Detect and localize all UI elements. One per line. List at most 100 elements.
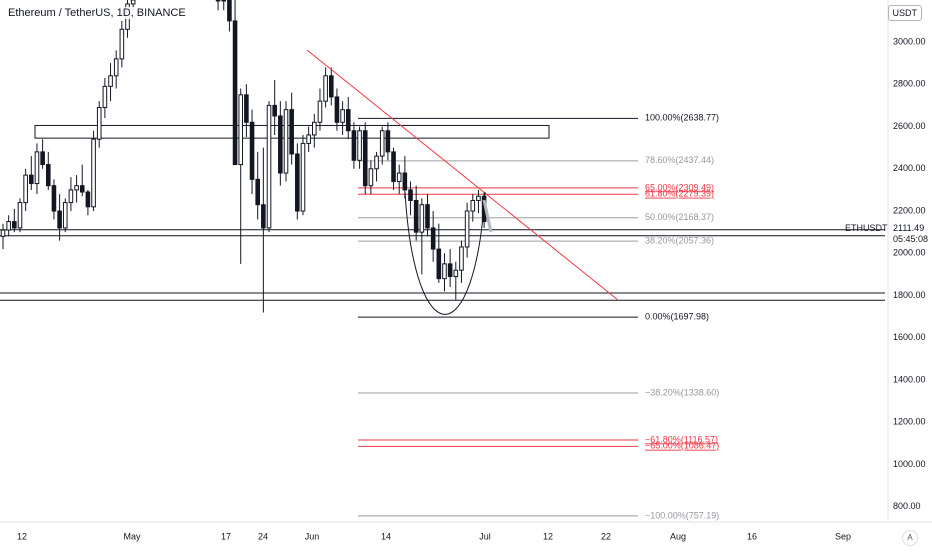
fib-level-label: 50.00%(2168.37) (645, 212, 714, 222)
candle[interactable] (312, 121, 317, 136)
candle[interactable] (385, 130, 391, 153)
candle[interactable] (413, 199, 419, 233)
candle[interactable] (113, 58, 119, 77)
candle[interactable] (306, 134, 311, 144)
fib-level-label: −100.00%(757.19) (645, 510, 719, 520)
candle[interactable] (295, 153, 300, 212)
candle[interactable] (447, 263, 453, 278)
candle[interactable] (130, 0, 136, 5)
candle[interactable] (221, 0, 227, 2)
candle[interactable] (362, 130, 368, 187)
candle[interactable] (96, 107, 102, 140)
candle[interactable] (272, 104, 277, 117)
candle[interactable] (23, 174, 28, 204)
candle[interactable] (215, 0, 221, 2)
candle[interactable] (261, 204, 266, 229)
candle[interactable] (368, 168, 374, 187)
candle[interactable] (323, 75, 328, 102)
candle[interactable] (278, 115, 283, 174)
price-tick-label: 2600.00 (893, 121, 926, 131)
candle[interactable] (408, 189, 413, 201)
candle[interactable] (425, 204, 430, 229)
candle[interactable] (436, 248, 442, 280)
candle[interactable] (45, 164, 51, 187)
price-tick-label: 1000.00 (893, 459, 926, 469)
candle[interactable] (334, 96, 340, 123)
rounded-bottom-pattern[interactable] (404, 191, 486, 315)
symbol-title[interactable]: Ethereum / TetherUS, 1D, BINANCE (6, 7, 188, 19)
candle[interactable] (34, 151, 40, 185)
candle[interactable] (396, 172, 402, 182)
candle[interactable] (108, 75, 113, 87)
fib-level-label: −38.20%(1338.60) (645, 387, 719, 397)
candle[interactable] (249, 121, 255, 180)
bar-countdown: 05:45:08 (893, 234, 928, 244)
candle[interactable] (68, 189, 74, 204)
time-tick-label: May (123, 531, 141, 541)
trendline[interactable] (306, 49, 619, 301)
candle[interactable] (6, 221, 11, 231)
candle[interactable] (266, 104, 272, 229)
fib-level-label: −61.80%(1116.57) (645, 434, 718, 444)
candle[interactable] (232, 20, 238, 166)
candle[interactable] (238, 94, 244, 166)
candle[interactable] (379, 130, 385, 157)
candle[interactable] (391, 151, 396, 182)
candle[interactable] (289, 109, 294, 155)
candle[interactable] (57, 210, 62, 229)
candle[interactable] (102, 85, 108, 109)
candle[interactable] (12, 221, 17, 229)
price-tick-label: 3000.00 (893, 36, 926, 46)
candle[interactable] (453, 269, 459, 278)
candle[interactable] (283, 109, 289, 174)
time-tick-label: 12 (543, 531, 553, 541)
candle[interactable] (419, 204, 425, 233)
candle[interactable] (402, 172, 408, 191)
currency-selector[interactable]: USDT (887, 5, 922, 21)
time-tick-label: Jul (479, 531, 491, 541)
candle[interactable] (300, 142, 306, 212)
candle[interactable] (345, 109, 351, 132)
candle[interactable] (317, 100, 323, 123)
candle[interactable] (62, 202, 68, 229)
candle[interactable] (85, 191, 91, 208)
candle[interactable] (357, 130, 362, 161)
time-tick-label: 22 (601, 531, 611, 541)
fib-level-label: −65.00%(1086.47) (645, 441, 719, 451)
candle[interactable] (40, 151, 45, 166)
price-tick-label: 800.00 (893, 501, 921, 511)
candle[interactable] (0, 229, 6, 237)
candle[interactable] (79, 185, 85, 193)
candle[interactable] (328, 75, 334, 98)
last-price-symbol: ETHUSDT (845, 223, 888, 233)
candle[interactable] (442, 263, 447, 280)
price-tick-label: 1400.00 (893, 374, 926, 384)
candle[interactable] (74, 185, 79, 191)
candle[interactable] (476, 195, 481, 201)
candle[interactable] (227, 0, 232, 22)
candle[interactable] (351, 130, 357, 161)
candle[interactable] (459, 246, 464, 271)
candle[interactable] (374, 155, 379, 170)
candle[interactable] (430, 227, 436, 250)
candle[interactable] (29, 174, 34, 185)
time-tick-label: Jun (305, 531, 320, 541)
candle[interactable] (119, 28, 125, 60)
projection-arrow (482, 199, 493, 233)
candle[interactable] (17, 202, 23, 229)
candle[interactable] (51, 185, 57, 212)
candle[interactable] (340, 109, 345, 123)
time-tick-label: 14 (381, 531, 391, 541)
candle[interactable] (464, 210, 470, 248)
fib-level-label: 38.20%(2057.36) (645, 236, 714, 246)
auto-scale-button[interactable]: A (902, 530, 918, 546)
candle[interactable] (91, 138, 96, 208)
candle[interactable] (255, 178, 260, 206)
time-tick-label: Aug (670, 531, 686, 541)
candle[interactable] (470, 199, 476, 212)
time-tick-label: 12 (17, 531, 27, 541)
fib-level-label: 100.00%(2638.77) (645, 113, 719, 123)
candle[interactable] (244, 94, 249, 123)
